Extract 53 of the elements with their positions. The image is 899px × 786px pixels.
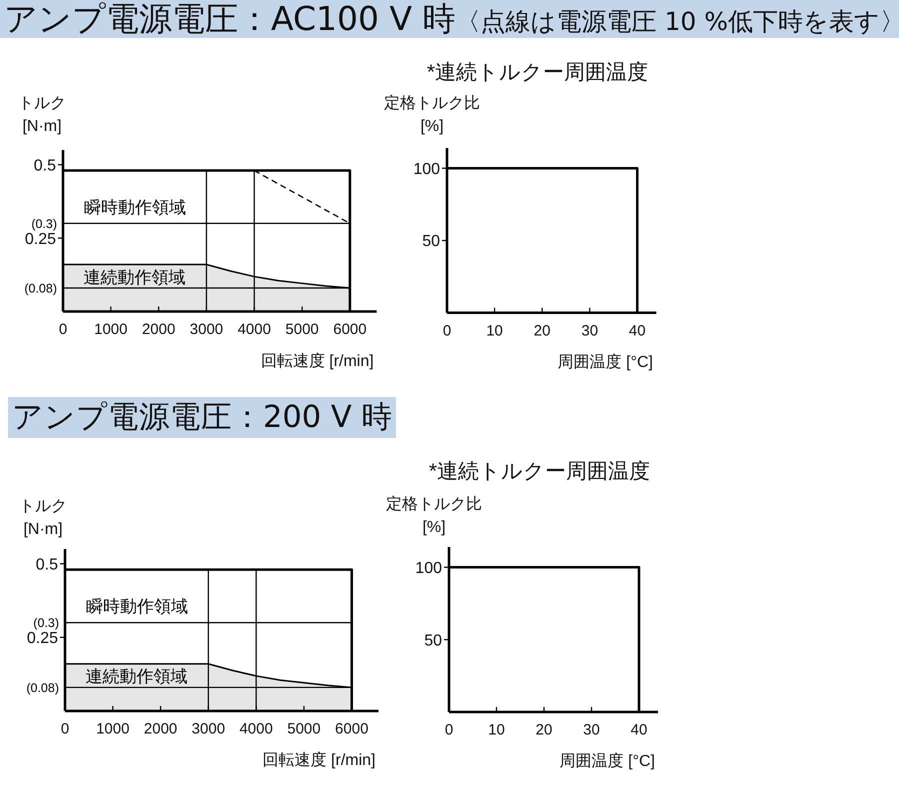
x-tick-label: 4000 bbox=[239, 720, 273, 738]
x-tick-label: 40 bbox=[628, 322, 646, 340]
y-tick-label: 0.25 bbox=[24, 230, 56, 248]
y-tick-label: 50 bbox=[422, 232, 440, 250]
x-axis-title: 周囲温度 [°C] bbox=[558, 352, 653, 372]
annotation: 瞬時動作領域 bbox=[85, 596, 189, 618]
y-tick-label: 0.5 bbox=[34, 157, 56, 174]
x-tick-label: 10 bbox=[488, 722, 505, 739]
x-tick-label: 4000 bbox=[238, 321, 271, 338]
ref-line-label: (0.08) bbox=[26, 680, 59, 695]
text: 〈点線は電源電圧 10 %低下時を表す〉 bbox=[456, 7, 899, 36]
series-label: 連続動作領域 bbox=[86, 667, 188, 686]
x-tick-label: 40 bbox=[630, 722, 648, 739]
x-tick-label: 3000 bbox=[192, 720, 226, 738]
chart-title: *連続トルクー周囲温度 bbox=[428, 459, 650, 485]
x-tick-label: 30 bbox=[581, 322, 598, 340]
annotation: 瞬時動作領域 bbox=[84, 198, 186, 217]
x-tick-label: 0 bbox=[442, 322, 451, 340]
y-axis-title: トルク [N·m] bbox=[17, 94, 67, 137]
series-label: 連続動作領域 bbox=[84, 268, 186, 287]
x-axis-title: 回転速度 [r/min] bbox=[262, 750, 376, 771]
x-tick-label: 30 bbox=[583, 722, 600, 739]
y-tick-label: 100 bbox=[415, 560, 442, 577]
x-tick-label: 3000 bbox=[190, 321, 224, 338]
x-tick-label: 6000 bbox=[335, 720, 368, 738]
x-tick-label: 5000 bbox=[287, 720, 321, 738]
x-tick-label: 20 bbox=[533, 322, 550, 340]
x-tick-label: 10 bbox=[486, 322, 503, 340]
ref-line-label: (0.08) bbox=[24, 281, 57, 296]
x-tick-label: 5000 bbox=[285, 321, 319, 338]
y-axis-title: トルク [N·m] bbox=[18, 497, 68, 540]
x-tick-label: 2000 bbox=[144, 720, 178, 738]
x-tick-label: 2000 bbox=[142, 321, 176, 338]
x-tick-label: 6000 bbox=[333, 321, 367, 338]
x-axis-title: 回転速度 [r/min] bbox=[260, 352, 374, 372]
y-tick-label: 0.5 bbox=[36, 556, 58, 574]
x-tick-label: 1000 bbox=[96, 720, 130, 738]
x-tick-label: 0 bbox=[60, 720, 70, 738]
x-axis-title: 周囲温度 [°C] bbox=[560, 752, 655, 772]
ref-line-label: (0.3) bbox=[31, 216, 57, 231]
y-axis-title: 定格トルク比 [%] bbox=[383, 94, 481, 137]
x-tick-label: 0 bbox=[444, 722, 454, 739]
text: アンプ電源電圧：200 V 時 bbox=[12, 400, 392, 435]
y-tick-label: 50 bbox=[424, 632, 442, 650]
y-tick-label: 100 bbox=[413, 160, 440, 178]
ref-line-label: (0.3) bbox=[33, 616, 59, 630]
y-axis-title: 定格トルク比 [%] bbox=[385, 494, 483, 538]
x-tick-label: 0 bbox=[58, 321, 68, 338]
y-tick-label: 0.25 bbox=[26, 630, 58, 648]
text: アンプ電源電圧：AC100 V 時 bbox=[4, 0, 456, 38]
x-tick-label: 20 bbox=[536, 722, 552, 739]
chart-title: *連続トルクー周囲温度 bbox=[426, 60, 648, 86]
x-tick-label: 1000 bbox=[94, 321, 128, 338]
